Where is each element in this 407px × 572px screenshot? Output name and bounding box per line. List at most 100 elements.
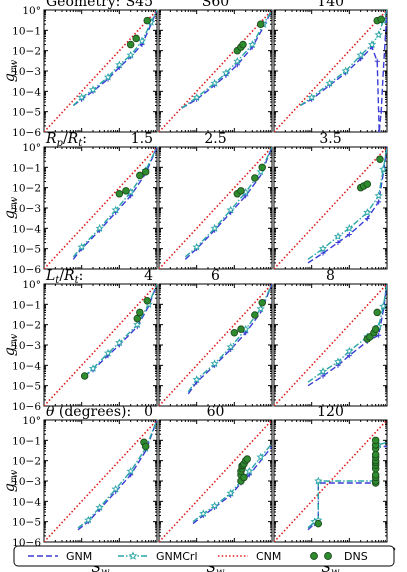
y-tick-label: 10−6	[12, 401, 41, 413]
dns-point	[122, 187, 130, 195]
gnmcrl-point	[133, 320, 142, 329]
dns-point	[136, 308, 144, 317]
gnmcrl-line	[307, 147, 387, 260]
panel-plot-area	[274, 147, 387, 269]
gnmcrl-point	[111, 205, 120, 214]
panel-T40: T40	[273, 0, 388, 133]
dns-point	[258, 163, 266, 172]
y-tick-label: 10°	[22, 142, 41, 154]
gnmcrl-point	[318, 244, 328, 253]
panel-title: S60	[202, 0, 229, 10]
panel-frame	[158, 283, 273, 407]
gnmcrl-point	[103, 348, 113, 357]
gnmcrl-point	[356, 50, 365, 59]
dns-point	[136, 171, 144, 180]
dns-point	[363, 180, 372, 188]
y-axis-label-sub: rw	[9, 196, 20, 210]
dns-point	[371, 436, 380, 445]
x-axis-label-sub: w	[331, 567, 340, 572]
gnmcrl-point	[221, 68, 231, 77]
panel-plot-area	[44, 10, 157, 132]
dns-point	[133, 314, 142, 323]
gnmcrl-point	[77, 242, 86, 251]
row-label-sub: t	[78, 138, 83, 149]
dns-point	[314, 519, 323, 528]
gnmcrl-point	[88, 85, 98, 94]
row-label: Rp/Rt:	[45, 131, 87, 149]
gnmcrl-point	[374, 191, 383, 200]
panel-plot-area	[159, 147, 272, 269]
y-tick-label: 10−2	[12, 320, 41, 332]
dns-point	[251, 174, 259, 182]
y-tick-label: 10−1	[12, 25, 41, 37]
y-axis-label-main: g	[2, 347, 18, 356]
gnmcrl-point	[345, 346, 354, 355]
panel-frame	[273, 419, 388, 543]
gnmcrl-point	[210, 223, 219, 232]
panel-title: T40	[317, 0, 344, 10]
gnmcrl-point	[245, 466, 254, 475]
panels-group: Geometry: S45 10−6 10−5 10−4 10−3 10−2 10−1 10° g…	[2, 0, 396, 572]
dns-point	[239, 40, 247, 49]
gnm-point	[320, 373, 326, 379]
row-label-sub: t	[55, 275, 60, 286]
panel-frame	[273, 9, 388, 133]
gnmcrl-point	[379, 301, 387, 310]
panel-plot-area	[44, 147, 157, 269]
y-tick-label: 10−5	[12, 381, 41, 393]
gnm-point	[335, 240, 341, 246]
panel-title: 120	[317, 404, 344, 420]
legend-entry-gnmcrl: GNMCrl	[118, 550, 198, 563]
y-axis-label-sub: rw	[9, 333, 20, 347]
y-tick-label: 10−1	[12, 299, 41, 311]
gnm-point	[378, 109, 384, 115]
row-label-part: R	[45, 131, 57, 147]
row-label-part: (degrees):	[54, 404, 131, 420]
panel-title: 4	[144, 268, 153, 284]
gnmcrl-point	[84, 515, 93, 524]
panel-S45: Geometry: S45 10−6 10−5 10−4 10−3 10−2 10−1 10° g…	[2, 0, 158, 139]
gnmcrl-point	[333, 357, 343, 366]
gnmcrl-point	[210, 78, 219, 87]
y-tick-label: 10−5	[12, 107, 41, 119]
dns-point	[115, 190, 124, 198]
dns-point	[80, 372, 89, 380]
row-label-sub: p	[57, 138, 64, 149]
gnmcrl-point	[333, 232, 343, 240]
gnmcrl-point	[379, 164, 387, 173]
gnm-point	[364, 216, 370, 222]
gnmcrl-point	[199, 509, 208, 518]
gnmcrl-point	[374, 30, 383, 39]
y-axis-label: grw	[2, 59, 20, 82]
gnmcrl-point	[126, 466, 135, 475]
panel-plot-area	[274, 10, 387, 132]
legend-dns-dot	[324, 552, 332, 560]
dns-point	[237, 325, 245, 333]
gnmcrl-point	[95, 223, 104, 232]
y-axis-label-main: g	[2, 210, 18, 219]
legend-dns-dot	[310, 552, 318, 560]
y-tick-label: 10−3	[12, 66, 41, 78]
panel-1.5: Rp/Rt: 1.510−610−510−410−310−210−110°grw	[2, 131, 158, 276]
y-tick-label: 10−1	[12, 435, 41, 447]
gnmcrl-point	[115, 338, 124, 347]
y-axis-label: grw	[2, 333, 20, 356]
gnm-line	[307, 147, 387, 264]
panel-title: 60	[207, 404, 225, 420]
row-label-part: :	[82, 131, 87, 147]
y-tick-label: 10−4	[12, 223, 41, 235]
gnmcrl-point	[363, 208, 372, 217]
dns-point	[256, 20, 265, 28]
gnmcrl-point	[103, 72, 113, 81]
gnm-line	[192, 446, 272, 525]
panel-plot-area	[274, 284, 387, 406]
gnm-point	[346, 353, 352, 359]
panel-title: 3.5	[319, 131, 341, 147]
dns-point	[240, 473, 248, 482]
panel-plot-area	[44, 420, 157, 542]
panel-title: 8	[326, 268, 335, 284]
gnmcrl-line	[307, 284, 387, 383]
gnm-point	[376, 199, 382, 205]
dns-point	[141, 168, 150, 176]
